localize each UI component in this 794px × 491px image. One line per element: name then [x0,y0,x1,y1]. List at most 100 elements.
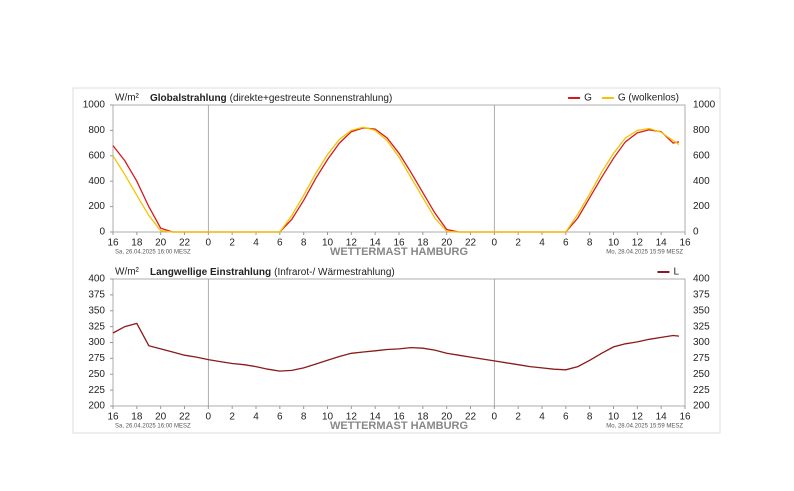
y-tick-label: 375 [88,290,105,301]
legend-label: G (wolkenlos) [618,93,679,104]
x-tick-label: 0 [492,238,498,249]
x-tick-label: 20 [155,238,167,249]
y-tick-label: 275 [88,353,105,364]
x-tick-label: 16 [107,412,119,423]
x-tick-label: 8 [587,412,593,423]
x-tick-label: 10 [322,412,334,423]
x-tick-label: 0 [206,412,212,423]
x-tick-label: 6 [277,238,283,249]
y2-tick-label: 325 [693,321,710,332]
y2-tick-label: 375 [693,290,710,301]
y-tick-label: 400 [88,176,105,187]
panel-title: Globalstrahlung (direkte+gestreute Sonnen… [150,93,392,104]
x-tick-label: 20 [441,238,453,249]
x-tick-label: 8 [587,238,593,249]
x-tick-label: 6 [277,412,283,423]
x-tick-label: 12 [346,412,358,423]
x-tick-label: 18 [131,412,143,423]
y2-tick-label: 200 [693,401,710,412]
x-tick-label: 14 [370,412,382,423]
x-tick-label: 20 [441,412,453,423]
x-tick-label: 20 [155,412,167,423]
frame [72,87,721,434]
footer-right: Mo, 28.04.2025 15:59 MESZ [606,250,683,256]
x-tick-label: 14 [370,238,382,249]
y-tick-label: 300 [88,337,105,348]
x-tick-label: 10 [608,412,620,423]
x-tick-label: 4 [539,238,545,249]
x-tick-label: 0 [206,238,212,249]
x-tick-label: 16 [679,238,691,249]
footer-center: WETTERMAST HAMBURG [330,246,468,258]
x-tick-label: 10 [608,238,620,249]
footer-center: WETTERMAST HAMBURG [330,420,468,432]
x-tick-label: 0 [492,412,498,423]
x-tick-label: 16 [393,412,405,423]
footer-right: Mo, 28.04.2025 15:59 MESZ [606,424,683,430]
y-tick-label: 200 [88,201,105,212]
x-tick-label: 22 [179,238,191,249]
x-tick-label: 12 [346,238,358,249]
panel-title: Langwellige Einstrahlung (Infrarot-/ Wärm… [150,267,395,278]
x-tick-label: 16 [107,238,119,249]
y2-tick-label: 400 [693,176,710,187]
x-tick-label: 12 [632,412,644,423]
y-tick-label: 200 [88,401,105,412]
x-tick-label: 8 [301,238,307,249]
x-tick-label: 16 [679,412,691,423]
series-line [112,322,680,372]
x-tick-label: 2 [229,238,235,249]
x-tick-label: 18 [417,412,429,423]
y2-tick-label: 300 [693,337,710,348]
x-tick-label: 6 [563,412,569,423]
y-tick-label: 225 [88,385,105,396]
x-tick-label: 4 [253,238,259,249]
x-tick-label: 16 [393,238,405,249]
footer-left: Sa, 26.04.2025 16:00 MESZ [115,250,191,256]
x-tick-label: 2 [229,412,235,423]
x-tick-label: 14 [656,412,668,423]
y2-tick-label: 800 [693,125,710,136]
x-tick-label: 4 [253,412,259,423]
footer-left: Sa, 26.04.2025 16:00 MESZ [115,424,191,430]
x-tick-label: 2 [515,238,521,249]
series-line [112,126,680,233]
legend-label: L [673,267,679,278]
x-tick-label: 22 [179,412,191,423]
y2-tick-label: 0 [693,227,699,238]
y2-tick-label: 225 [693,385,710,396]
x-tick-label: 18 [131,238,143,249]
x-tick-label: 14 [656,238,668,249]
x-tick-label: 18 [417,238,429,249]
y-tick-label: 250 [88,369,105,380]
y-tick-label: 0 [99,227,105,238]
y2-tick-label: 350 [693,305,710,316]
x-tick-label: 2 [515,412,521,423]
y-tick-label: 325 [88,321,105,332]
y2-tick-label: 200 [693,201,710,212]
x-tick-label: 6 [563,238,569,249]
y2-tick-label: 600 [693,150,710,161]
title: Langwellige Einstrahlung [150,267,271,278]
y-tick-label: 600 [88,150,105,161]
y2-tick-label: 400 [693,274,710,285]
unit-label: W/m² [115,93,140,104]
y-tick-label: 400 [88,274,105,285]
y2-tick-label: 275 [693,353,710,364]
subtitle: (direkte+gestreute Sonnenstrahlung) [230,93,393,104]
x-tick-label: 12 [632,238,644,249]
x-tick-label: 4 [539,412,545,423]
x-tick-label: 22 [465,412,477,423]
unit-label: W/m² [115,267,140,278]
y-tick-label: 350 [88,305,105,316]
subtitle: (Infrarot-/ Wärmestrahlung) [274,267,395,278]
y2-tick-label: 1000 [693,100,716,111]
y-tick-label: 800 [88,125,105,136]
x-tick-label: 22 [465,238,477,249]
title: Globalstrahlung [150,93,227,104]
x-tick-label: 8 [301,412,307,423]
y-tick-label: 1000 [83,100,106,111]
legend-label: G [584,93,592,104]
x-tick-label: 10 [322,238,334,249]
